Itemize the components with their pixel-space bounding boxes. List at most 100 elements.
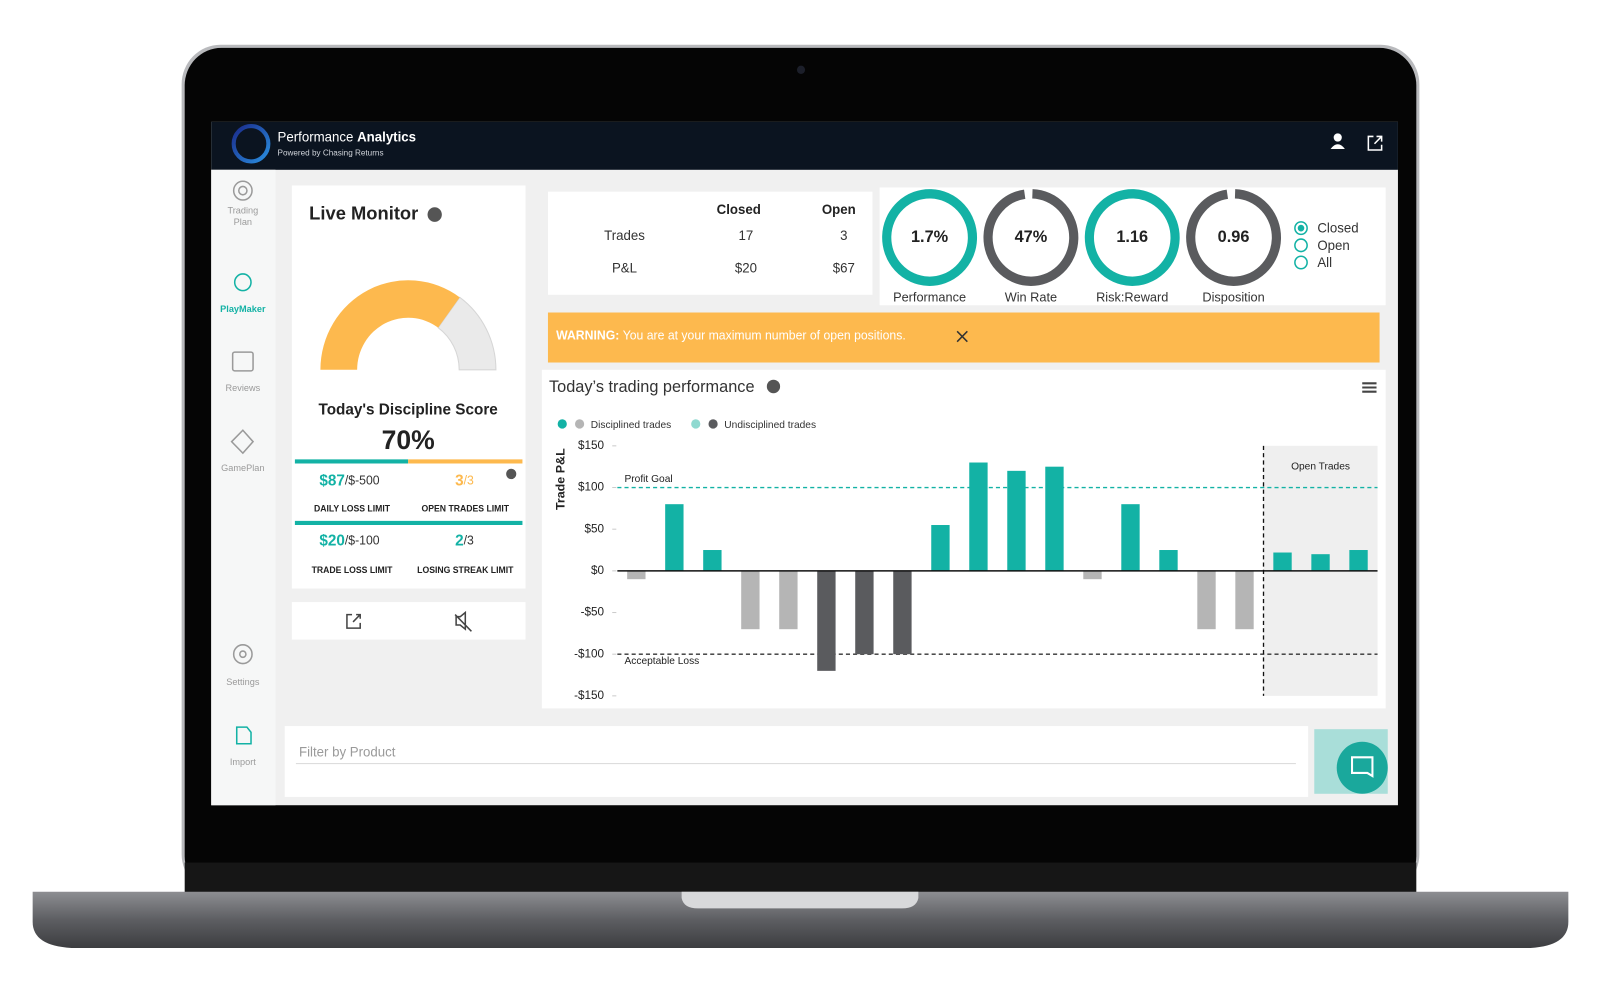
reference-label: Acceptable Loss xyxy=(624,656,699,667)
chart-menu[interactable] xyxy=(1362,382,1377,393)
table-cell: 3 xyxy=(840,228,847,243)
limit-max: /3 xyxy=(464,534,474,548)
bar xyxy=(1007,470,1026,571)
monitor-title: Live Monitor xyxy=(309,202,418,223)
limit-value: $20/$-100 xyxy=(319,533,379,550)
bezel-bottom xyxy=(184,862,1417,894)
limit-current: 3 xyxy=(455,472,464,489)
row-header: P&L xyxy=(612,260,637,275)
limit-value: 2/3 xyxy=(455,533,474,550)
bar xyxy=(1045,466,1064,571)
metric-label: Disposition xyxy=(1202,289,1264,304)
filter-card xyxy=(284,726,1309,797)
monitor-actions xyxy=(346,610,472,632)
nav-item[interactable]: GamePlan xyxy=(221,463,264,473)
gauge-track xyxy=(437,296,497,371)
external-link-icon[interactable] xyxy=(1367,135,1383,151)
brand-light: Performance xyxy=(278,129,354,144)
warning-message: You are at your maximum number of open p… xyxy=(623,329,906,343)
live-monitor-card xyxy=(291,185,526,589)
limit-max: /$-100 xyxy=(345,534,380,548)
column-header: Closed xyxy=(717,202,761,217)
tagline: Powered by Chasing Returns xyxy=(278,148,384,157)
metric-value: 1.7% xyxy=(911,228,949,246)
legend-swatch xyxy=(691,419,701,429)
legend-swatch xyxy=(557,419,567,429)
bar xyxy=(1197,570,1216,630)
bar xyxy=(1235,570,1254,630)
bar xyxy=(627,570,646,580)
nav-item[interactable]: Import xyxy=(230,757,256,767)
y-tick-label: -$100 xyxy=(574,646,604,660)
metric-label: Performance xyxy=(893,289,966,304)
legend-label[interactable]: Disciplined trades xyxy=(591,420,671,431)
nav-item[interactable]: PlayMaker xyxy=(220,304,266,314)
y-tick-label: -$150 xyxy=(574,688,604,702)
mute-button[interactable] xyxy=(454,610,472,632)
bar xyxy=(703,550,722,571)
limit-current: $20 xyxy=(319,533,345,550)
table-cell: 17 xyxy=(739,228,754,243)
bar xyxy=(1311,554,1330,571)
radio-label[interactable]: All xyxy=(1317,255,1332,270)
bar xyxy=(1083,570,1102,580)
score-label: Today's Discipline Score xyxy=(319,401,499,418)
top-bar xyxy=(211,121,1398,170)
info-icon[interactable] xyxy=(427,207,442,222)
nav-item[interactable]: Trading Plan xyxy=(227,206,258,228)
score-text: 70% xyxy=(382,425,435,455)
legend-label[interactable]: Undisciplined trades xyxy=(724,420,816,431)
warning-text: WARNING: You are at your maximum number … xyxy=(556,329,906,343)
limit-name: TRADE LOSS LIMIT xyxy=(312,565,393,575)
row-header: Trades xyxy=(604,228,645,243)
chat-button[interactable] xyxy=(1336,741,1388,794)
user-icon[interactable] xyxy=(1330,133,1345,149)
chat-icon xyxy=(1351,756,1374,778)
nav-item[interactable]: Reviews xyxy=(226,383,261,393)
limit-value: 3/3 xyxy=(455,472,474,489)
metric-label: Risk:Reward xyxy=(1096,289,1168,304)
metric-value: 0.96 xyxy=(1218,228,1250,246)
table-cell: $67 xyxy=(833,260,855,275)
metric-value: 47% xyxy=(1015,228,1048,246)
table-cell: $20 xyxy=(735,260,757,275)
radio-label[interactable]: Open xyxy=(1317,238,1349,253)
legend-swatch xyxy=(708,419,718,429)
brand: Performance Analytics xyxy=(278,129,416,144)
chart-title: Today’s trading performance xyxy=(549,378,755,396)
y-tick-label: $0 xyxy=(591,563,604,577)
radio[interactable] xyxy=(1294,255,1308,270)
bar xyxy=(741,570,760,630)
info-icon[interactable] xyxy=(506,468,517,480)
metric-ring xyxy=(1186,189,1282,286)
logo xyxy=(231,123,271,164)
y-tick-label: $50 xyxy=(585,521,605,535)
sidebar-icons xyxy=(230,180,255,745)
y-tick-label: $100 xyxy=(578,480,604,494)
metric-ring xyxy=(1084,189,1180,286)
limit-max: /3 xyxy=(464,473,474,487)
filter-input[interactable]: Filter by Product xyxy=(299,745,396,760)
radio-label[interactable]: Closed xyxy=(1317,221,1358,236)
legend-swatch xyxy=(574,419,585,429)
warning-close[interactable] xyxy=(956,330,968,343)
brand-bold: Analytics xyxy=(357,129,416,144)
metric-label: Win Rate xyxy=(1005,289,1057,304)
bar xyxy=(1159,550,1178,571)
bar xyxy=(893,570,912,655)
info-icon[interactable] xyxy=(766,379,781,394)
radio[interactable] xyxy=(1294,238,1308,253)
popout-button[interactable] xyxy=(346,613,361,629)
monitor-actions-card xyxy=(291,602,526,640)
limit-value: $87/$-500 xyxy=(319,472,379,489)
summary-card xyxy=(547,191,873,295)
limit-max: /$-500 xyxy=(345,473,380,487)
bar xyxy=(931,525,950,571)
region-label: Open Trades xyxy=(1291,461,1350,472)
limit-name: DAILY LOSS LIMIT xyxy=(314,504,391,514)
warning-prefix: WARNING: xyxy=(556,329,619,343)
y-tick-label: $150 xyxy=(578,438,604,452)
nav-item[interactable]: Settings xyxy=(226,677,259,687)
